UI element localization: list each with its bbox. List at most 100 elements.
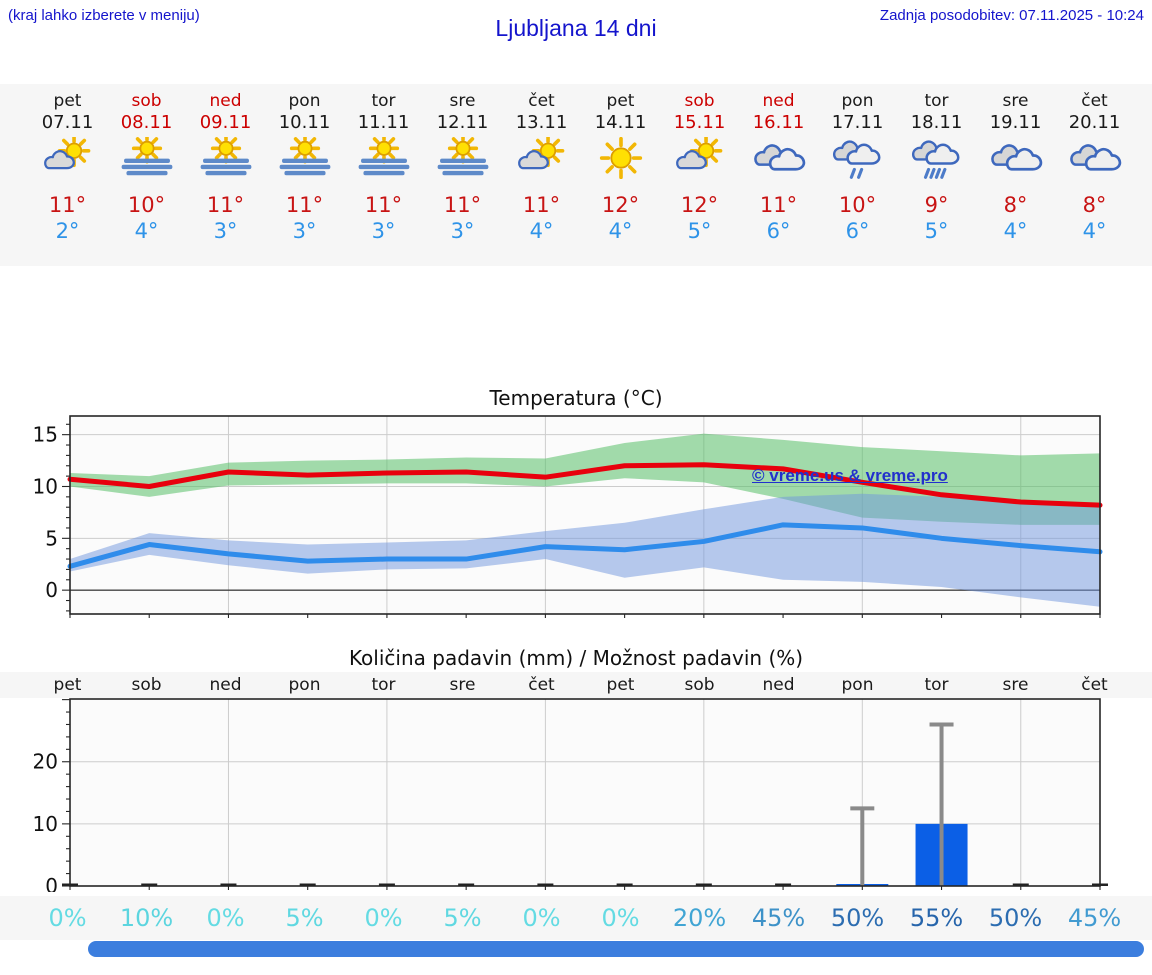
precip-day-label: pet [53,675,82,695]
precip-day-label: pon [841,675,874,695]
day-name: sob [131,91,162,111]
day-name: tor [924,91,949,111]
forecast-strip: pet 07.11 11° 2° sob 08.11 10° 4° ned 09… [0,84,1152,266]
cloudy-icon [976,137,1055,187]
page-title: Ljubljana 14 dni [495,15,657,41]
day-date: 07.11 [41,112,94,134]
precip-probability: 50% [988,904,1043,932]
low-temperature: 3° [213,219,238,244]
precip-probability: 45% [751,904,806,932]
precip-probability: 20% [672,904,727,932]
rain-light-icon [818,137,897,187]
watermark-link[interactable]: © vreme.us & vreme.pro [752,466,948,485]
precip-day-label: ned [762,675,795,695]
precip-day-label: sre [449,675,476,695]
day-date: 20.11 [1068,112,1121,134]
precip-day-label: sob [131,675,162,695]
day-name: ned [209,91,242,111]
high-temperature: 11° [443,192,482,217]
forecast-day[interactable]: sre 12.11 11° 3° [423,84,502,266]
forecast-day[interactable]: pon 10.11 11° 3° [265,84,344,266]
day-date: 16.11 [752,112,805,134]
forecast-day[interactable]: ned 09.11 11° 3° [186,84,265,266]
precip-day-label: pet [606,675,635,695]
low-temperature: 6° [766,219,791,244]
precip-day-labels: pet sob ned pon tor sre čet pet sob ned pon tor sre č… [0,672,1152,698]
forecast-day[interactable]: pet 07.11 11° 2° [28,84,107,266]
precip-day-label: čet [1081,675,1108,695]
day-date: 10.11 [278,112,331,134]
low-temperature: 4° [1082,219,1107,244]
forecast-day[interactable]: tor 18.11 9° 5° [897,84,976,266]
precip-day-label: sob [684,675,715,695]
svg-text:0: 0 [45,874,58,892]
high-temperature: 11° [285,192,324,217]
forecast-day[interactable]: pon 17.11 10° 6° [818,84,897,266]
partly-cloudy-icon [28,134,107,187]
day-date: 17.11 [831,112,884,134]
precip-probability: 50% [830,904,885,932]
precip-probability-row: 0% 10% 0% 5% 0% 5% 0% 0% 20% 45% 50% 55% 50% 45% [0,896,1152,940]
precip-probability: 0% [364,904,403,932]
high-temperature: 12° [680,192,719,217]
low-temperature: 4° [529,219,554,244]
low-temperature: 5° [687,219,712,244]
day-date: 15.11 [673,112,726,134]
precip-probability: 45% [1067,904,1122,932]
sun-fog-icon [186,133,265,187]
forecast-day[interactable]: ned 16.11 11° 6° [739,84,818,266]
horizontal-scrollbar-thumb[interactable] [88,941,1144,957]
svg-text:10: 10 [33,812,58,836]
low-temperature: 2° [55,219,80,244]
day-name: pet [606,91,635,111]
precip-probability: 10% [119,904,174,932]
svg-text:20: 20 [33,750,58,774]
day-date: 12.11 [436,112,489,134]
day-name: ned [762,91,795,111]
low-temperature: 4° [1003,219,1028,244]
cloudy-icon [1055,137,1134,187]
high-temperature: 8° [1003,192,1028,217]
forecast-day[interactable]: tor 11.11 11° 3° [344,84,423,266]
low-temperature: 3° [450,219,475,244]
partly-cloudy-icon [660,134,739,187]
forecast-day[interactable]: sob 08.11 10° 4° [107,84,186,266]
last-updated: Zadnja posodobitev: 07.11.2025 - 10:24 [879,7,1144,24]
forecast-day[interactable]: sob 15.11 12° 5° [660,84,739,266]
high-temperature: 9° [924,192,949,217]
precip-probability: 55% [909,904,964,932]
svg-text:10: 10 [33,474,58,498]
forecast-day[interactable]: sre 19.11 8° 4° [976,84,1055,266]
day-name: sob [684,91,715,111]
forecast-day[interactable]: čet 20.11 8° 4° [1055,84,1134,266]
high-temperature: 11° [48,192,87,217]
high-temperature: 11° [759,192,798,217]
day-name: sre [449,91,476,111]
day-date: 08.11 [120,112,173,134]
temperature-chart: 0 5 10 15 [33,415,1103,618]
cloudy-icon [739,137,818,187]
low-temperature: 4° [134,219,159,244]
precip-day-label: tor [924,675,949,695]
day-date: 19.11 [989,112,1042,134]
precip-probability: 0% [522,904,561,932]
forecast-day[interactable]: pet 14.11 12° 4° [581,84,660,266]
low-temperature: 3° [371,219,396,244]
day-name: pet [53,91,82,111]
sun-fog-icon [423,133,502,187]
precip-chart-title: Količina padavin (mm) / Možnost padavin … [348,646,804,670]
high-temperature: 11° [206,192,245,217]
day-date: 09.11 [199,112,252,134]
svg-text:0: 0 [45,578,58,602]
rain-icon [897,137,976,187]
high-temperature: 10° [838,192,877,217]
day-name: pon [841,91,874,111]
low-temperature: 4° [608,219,633,244]
menu-hint: (kraj lahko izberete v meniju) [8,7,200,24]
day-date: 18.11 [910,112,963,134]
forecast-day[interactable]: čet 13.11 11° 4° [502,84,581,266]
low-temperature: 3° [292,219,317,244]
sunny-icon [581,136,660,187]
day-name: čet [1081,91,1108,111]
